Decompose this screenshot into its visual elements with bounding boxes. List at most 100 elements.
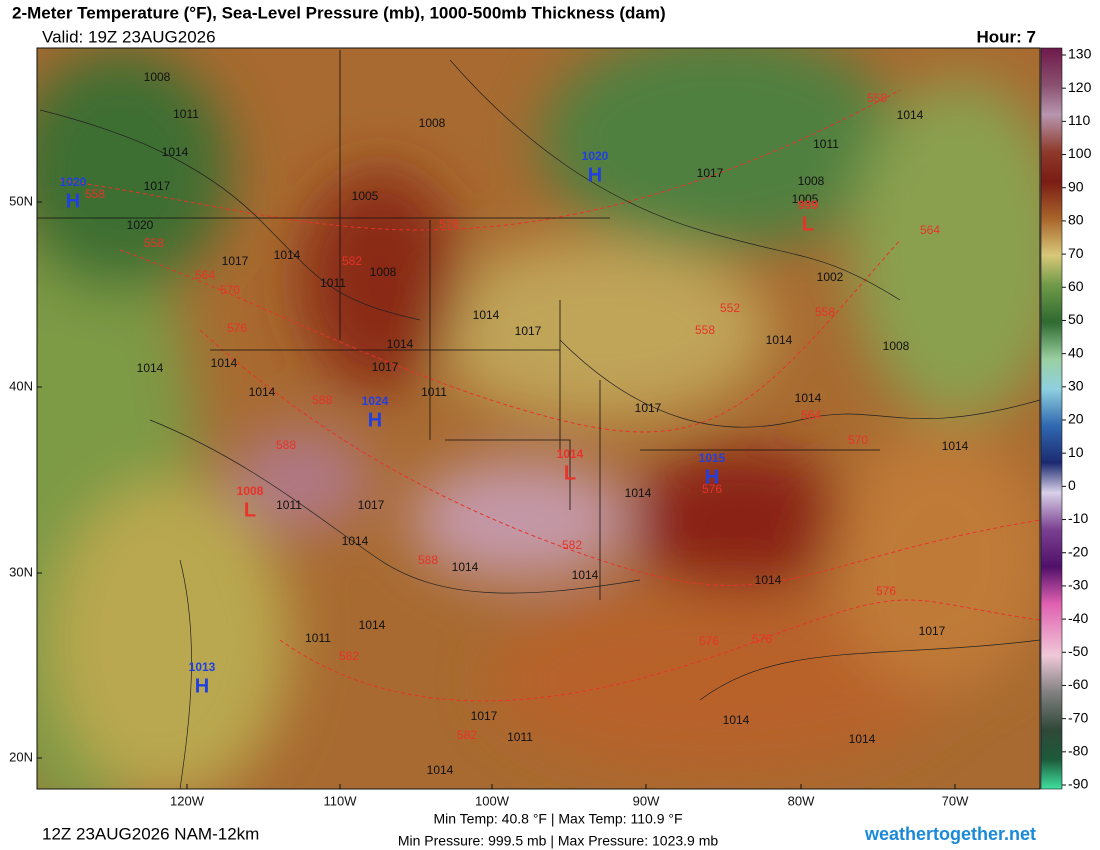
center-letter: H <box>195 675 209 697</box>
thickness-label: 570 <box>848 433 868 447</box>
center-pressure: 1024 <box>362 394 389 408</box>
thickness-label: 564 <box>801 408 821 422</box>
isobar-label: 1017 <box>144 179 171 193</box>
thickness-label: 588 <box>276 438 296 452</box>
isobar-label: 1017 <box>635 401 662 415</box>
colorbar-label: -70 <box>1068 709 1088 725</box>
center-letter: L <box>244 499 256 521</box>
thickness-label: 564 <box>920 223 940 237</box>
lon-label: 100W <box>475 793 510 808</box>
isobar-label: 1017 <box>697 166 724 180</box>
colorbar-label: 120 <box>1068 79 1092 95</box>
isobar-label: 1014 <box>427 763 454 777</box>
thickness-label: 576 <box>699 634 719 648</box>
colorbar-label: 110 <box>1068 112 1091 128</box>
thickness-label: 576 <box>227 321 247 335</box>
center-letter: H <box>368 409 382 431</box>
colorbar-label: -60 <box>1068 676 1088 692</box>
center-letter: L <box>802 213 814 235</box>
isobar-label: 1008 <box>419 116 446 130</box>
colorbar-label: 30 <box>1068 378 1084 394</box>
site-credit[interactable]: weathertogether.net <box>864 824 1036 844</box>
colorbar-label: -80 <box>1068 743 1088 759</box>
thickness-label: 582 <box>457 728 477 742</box>
isobar-label: 1017 <box>222 254 249 268</box>
isobar-label: 1011 <box>305 631 331 645</box>
thickness-label: 558 <box>815 305 835 319</box>
center-pressure: 1020 <box>582 149 609 163</box>
isobar-label: 1014 <box>723 713 750 727</box>
thickness-label: 582 <box>562 538 582 552</box>
thickness-label: 576 <box>702 482 722 496</box>
temp-range: Min Temp: 40.8 °F | Max Temp: 110.9 °F <box>433 811 682 827</box>
thickness-label: 564 <box>195 268 215 282</box>
lon-label: 110W <box>324 793 358 808</box>
colorbar-label: 80 <box>1068 212 1084 228</box>
center-letter: L <box>564 462 576 484</box>
colorbar-label: -10 <box>1068 510 1088 526</box>
isobar-label: 1014 <box>249 385 276 399</box>
isobar-label: 1014 <box>473 308 500 322</box>
isobar-label: 1011 <box>173 107 199 121</box>
map <box>37 48 1040 789</box>
isobar-label: 1014 <box>572 568 599 582</box>
colorbar-label: 0 <box>1068 477 1076 493</box>
lat-label: 20N <box>9 749 33 764</box>
isobar-label: 1014 <box>625 486 652 500</box>
lon-label: 90W <box>633 793 660 808</box>
isobar-label: 1014 <box>359 618 386 632</box>
thickness-label: 558 <box>85 187 105 201</box>
center-letter: H <box>66 190 80 212</box>
isobar-label: 1011 <box>320 276 346 290</box>
thickness-label: 552 <box>720 301 740 315</box>
thickness-label: 576 <box>752 632 772 646</box>
colorbar-label: 10 <box>1068 444 1084 460</box>
isobar-label: 1014 <box>849 732 876 746</box>
isobar-label: 1014 <box>452 560 479 574</box>
thickness-label: 588 <box>312 393 332 407</box>
isobar-label: 1008 <box>370 265 397 279</box>
thickness-label: 576 <box>876 584 896 598</box>
colorbar-label: -90 <box>1068 776 1088 792</box>
isobar-label: 1011 <box>507 730 533 744</box>
colorbar-label: 70 <box>1068 245 1084 261</box>
colorbar-label: -40 <box>1068 610 1088 626</box>
colorbar-label: -20 <box>1068 543 1088 559</box>
isobar-label: 1008 <box>798 174 825 188</box>
colorbar-label: 50 <box>1068 311 1084 327</box>
lat-label: 50N <box>9 193 33 208</box>
colorbar-label: 130 <box>1068 46 1092 62</box>
isobar-label: 1011 <box>813 137 839 151</box>
lon-label: 80W <box>788 793 815 808</box>
isobar-label: 1014 <box>795 391 822 405</box>
isobar-label: 1011 <box>421 385 447 399</box>
thickness-label: 558 <box>144 236 164 250</box>
isobar-label: 1014 <box>755 573 782 587</box>
title: 2-Meter Temperature (°F), Sea-Level Pres… <box>12 3 666 22</box>
isobar-label: 1014 <box>162 145 189 159</box>
isobar-label: 1017 <box>372 360 399 374</box>
isobar-label: 1002 <box>817 270 844 284</box>
center-pressure: 1015 <box>699 451 726 465</box>
center-pressure: 1020 <box>60 175 87 189</box>
colorbar-label: 100 <box>1068 145 1092 161</box>
isobar-label: 1014 <box>897 108 924 122</box>
colorbar <box>1040 47 1063 790</box>
pressure-range: Min Pressure: 999.5 mb | Max Pressure: 1… <box>398 833 719 849</box>
isobar-label: 1017 <box>471 709 498 723</box>
map-frame <box>36 47 1041 790</box>
center-pressure: 1013 <box>189 660 216 674</box>
lon-label: 120W <box>170 793 205 808</box>
isobar-label: 1014 <box>766 333 793 347</box>
center-letter: H <box>588 164 602 186</box>
colorbar-label: -30 <box>1068 577 1088 593</box>
thickness-label: 582 <box>342 254 362 268</box>
thickness-label: 588 <box>418 553 438 567</box>
isobar-label: 1005 <box>792 192 819 206</box>
colorbar-label: 90 <box>1068 178 1084 194</box>
isobar-label: 1014 <box>137 361 164 375</box>
thickness-label: 570 <box>220 283 240 297</box>
center-pressure: 1014 <box>557 447 584 461</box>
center-pressure: 1008 <box>237 484 264 498</box>
